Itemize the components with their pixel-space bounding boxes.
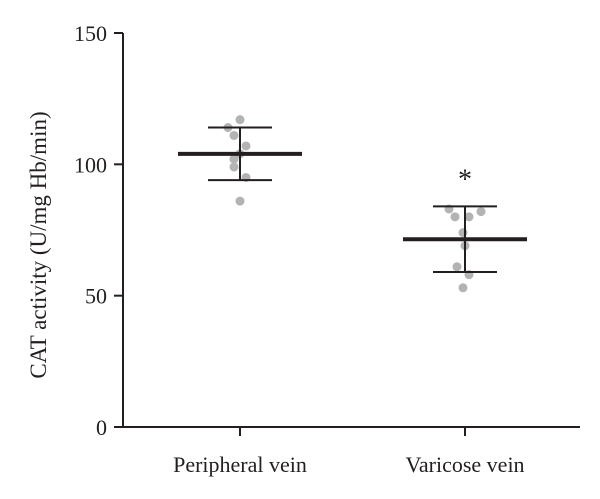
x-axis: Peripheral vein Varicose vein — [123, 426, 580, 477]
data-point — [450, 212, 460, 222]
data-point — [229, 130, 239, 140]
y-tick-label: 150 — [74, 21, 107, 46]
data-point — [476, 207, 486, 217]
data-point — [235, 196, 245, 206]
mean-sd-bars — [178, 126, 527, 274]
data-point — [458, 283, 468, 293]
y-tick-label: 50 — [85, 284, 107, 309]
annotations: * — [458, 164, 472, 195]
x-tick-label: Varicose vein — [405, 452, 524, 477]
data-point — [241, 141, 251, 151]
y-axis: 0 50 100 150 — [74, 21, 124, 440]
data-point — [458, 228, 468, 238]
y-axis-label: CAT activity (U/mg Hb/min) — [26, 111, 51, 378]
data-point — [464, 212, 474, 222]
y-tick-label: 100 — [74, 152, 107, 177]
data-point — [229, 162, 239, 172]
data-point — [452, 262, 462, 272]
significance-marker: * — [458, 164, 472, 195]
data-point — [235, 115, 245, 125]
x-tick-label: Peripheral vein — [173, 452, 307, 477]
data-point — [229, 154, 239, 164]
y-tick-label: 0 — [96, 415, 107, 440]
data-points — [223, 115, 486, 293]
